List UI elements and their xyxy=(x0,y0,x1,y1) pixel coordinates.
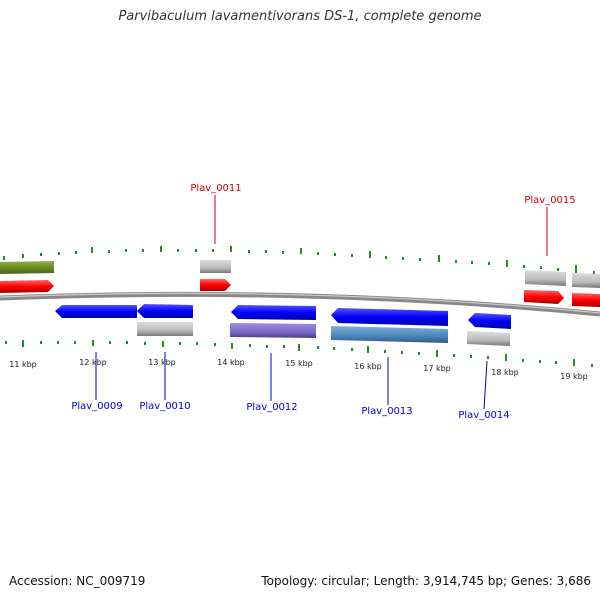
gene-green-feature xyxy=(0,261,54,274)
gene-purple-feature xyxy=(230,323,316,338)
gene-red-arrow xyxy=(572,293,600,307)
gene-labels: Plav_0011 Plav_0015 Plav_0009 Plav_0010 … xyxy=(71,183,575,421)
genome-backbone xyxy=(0,291,600,317)
tick-label: 15 kbp xyxy=(285,359,313,368)
label-leaders xyxy=(95,195,548,410)
gene-gray-block xyxy=(467,331,510,346)
gene-plav-0010 xyxy=(137,304,193,318)
tick-label: 12 kbp xyxy=(79,358,107,367)
tick-label: 11 kbp xyxy=(9,360,37,369)
tick-label: 16 kbp xyxy=(354,362,382,371)
forward-features xyxy=(0,260,600,307)
gene-label-plav-0014: Plav_0014 xyxy=(458,410,509,421)
gene-plav-0014 xyxy=(468,313,511,329)
gene-label-plav-0010: Plav_0010 xyxy=(139,401,190,412)
gene-label-plav-0015: Plav_0015 xyxy=(524,195,575,206)
upper-tick-arc xyxy=(3,246,595,274)
topology-text: Topology: circular; Length: 3,914,745 bp… xyxy=(261,574,591,588)
map-title: Parvibaculum lavamentivorans DS-1, compl… xyxy=(118,9,482,24)
lower-tick-arc xyxy=(5,340,593,367)
tick-label: 19 kbp xyxy=(560,372,588,381)
tick-label: 14 kbp xyxy=(217,358,245,367)
gene-red-arrow xyxy=(0,280,54,293)
tick-label: 17 kbp xyxy=(423,364,451,373)
gene-plav-0015 xyxy=(524,290,564,304)
gene-gray-block xyxy=(572,273,600,288)
reverse-features xyxy=(55,304,511,346)
gene-gray-block xyxy=(525,270,566,286)
gene-plav-0009 xyxy=(55,305,137,318)
gene-plav-0011 xyxy=(200,279,231,291)
tick-label: 18 kbp xyxy=(491,368,519,377)
gene-gray-block xyxy=(137,322,193,336)
gene-label-plav-0013: Plav_0013 xyxy=(361,406,412,417)
gene-steelblue-feature xyxy=(331,326,448,343)
accession-text: Accession: NC_009719 xyxy=(9,574,146,588)
gene-label-plav-0011: Plav_0011 xyxy=(190,183,241,194)
gene-label-plav-0012: Plav_0012 xyxy=(246,402,297,413)
gene-gray-block xyxy=(200,260,231,273)
gene-plav-0013 xyxy=(331,308,448,326)
gene-label-plav-0009: Plav_0009 xyxy=(71,401,122,412)
kbp-scale: 11 kbp 12 kbp 13 kbp 14 kbp 15 kbp 16 kb… xyxy=(9,358,588,381)
tick-label: 13 kbp xyxy=(148,358,176,367)
gene-plav-0012 xyxy=(231,305,316,320)
